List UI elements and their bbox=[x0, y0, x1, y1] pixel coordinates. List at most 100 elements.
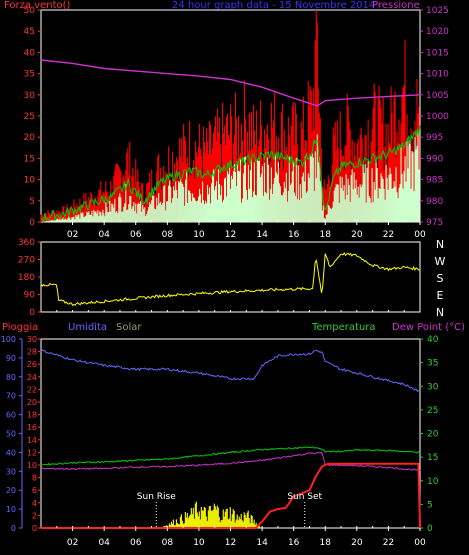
y-temp-tick-label: 40 bbox=[427, 335, 439, 345]
y-temp-tick-label: 15 bbox=[427, 453, 438, 463]
y-right-tick-label: 1000 bbox=[426, 112, 449, 122]
y-rain-tick-label: 24 bbox=[27, 373, 37, 382]
x-tick-label: 16 bbox=[288, 538, 300, 548]
y-left-tick-label: 40 bbox=[24, 48, 36, 58]
x-tick-label: 14 bbox=[256, 538, 268, 548]
x-tick-label: 00 bbox=[414, 538, 426, 548]
y-humidity-tick-label: 0 bbox=[11, 524, 16, 533]
y-right-tick-label: 985 bbox=[426, 176, 443, 186]
y-humidity-tick-label: 50 bbox=[6, 430, 16, 439]
y-humidity-tick-label: 90 bbox=[6, 354, 16, 363]
y-left-tick-label: 35 bbox=[24, 70, 35, 80]
y-temp-tick-label: 5 bbox=[427, 500, 433, 510]
annotation-label: Sun Set bbox=[287, 492, 322, 502]
x-tick-label: 20 bbox=[351, 538, 363, 548]
y-rain-tick-label: 30 bbox=[27, 335, 37, 344]
y-rain-tick-label: 22 bbox=[27, 385, 37, 394]
y-left-tick-label: 360 bbox=[18, 238, 35, 248]
y-temp-tick-label: 30 bbox=[427, 382, 439, 392]
y-rain-tick-label: 16 bbox=[27, 423, 37, 432]
y-right-tick-label: 995 bbox=[426, 133, 443, 143]
y-left-tick-label: 0 bbox=[29, 218, 35, 228]
y-temp-tick-label: 35 bbox=[427, 359, 438, 369]
y-right-tick-label: 980 bbox=[426, 197, 443, 207]
compass-label: W bbox=[435, 255, 446, 268]
x-tick-label: 18 bbox=[320, 538, 332, 548]
x-tick-label: 18 bbox=[320, 230, 332, 240]
y-rain-tick-label: 28 bbox=[27, 348, 37, 357]
compass-label: N bbox=[436, 238, 444, 251]
y-temp-tick-label: 0 bbox=[427, 524, 433, 534]
x-tick-label: 10 bbox=[193, 230, 205, 240]
x-tick-label: 12 bbox=[225, 230, 236, 240]
y-right-tick-label: 1005 bbox=[426, 91, 449, 101]
x-tick-label: 02 bbox=[67, 538, 78, 548]
chart-header-center-title: 24 hour graph data - 15 Novembre 2014 bbox=[172, 0, 376, 11]
y-rain-tick-label: 18 bbox=[27, 411, 37, 420]
section2-label-temperatura: Temperatura bbox=[312, 322, 376, 333]
x-tick-label: 00 bbox=[414, 230, 426, 240]
chart-header-right-title: Pressione bbox=[372, 0, 420, 11]
y-temp-tick-label: 25 bbox=[427, 406, 438, 416]
x-tick-label: 04 bbox=[98, 538, 110, 548]
x-tick-label: 08 bbox=[162, 230, 174, 240]
y-right-tick-label: 1010 bbox=[426, 70, 449, 80]
y-left-tick-label: 50 bbox=[24, 6, 36, 16]
y-right-tick-label: 1015 bbox=[426, 48, 449, 58]
annotation-label: Sun Rise bbox=[137, 492, 176, 502]
y-humidity-tick-label: 40 bbox=[6, 448, 16, 457]
y-humidity-tick-label: 30 bbox=[6, 467, 16, 476]
y-humidity-tick-label: 100 bbox=[1, 335, 16, 344]
x-tick-label: 02 bbox=[67, 230, 78, 240]
x-tick-label: 12 bbox=[225, 538, 236, 548]
y-rain-tick-label: 6 bbox=[32, 486, 37, 495]
compass-label: S bbox=[437, 272, 444, 285]
dewpoint-line bbox=[41, 451, 421, 472]
y-temp-tick-label: 20 bbox=[427, 430, 439, 440]
y-humidity-tick-label: 20 bbox=[6, 486, 16, 495]
section2-label-solar: Solar bbox=[116, 322, 142, 333]
y-left-tick-label: 90 bbox=[24, 291, 36, 301]
compass-label: N bbox=[436, 306, 444, 319]
y-rain-tick-label: 2 bbox=[32, 511, 37, 520]
y-left-tick-label: 10 bbox=[24, 176, 36, 186]
x-tick-label: 22 bbox=[383, 538, 394, 548]
y-left-tick-label: 5 bbox=[29, 197, 35, 207]
y-rain-tick-label: 8 bbox=[32, 474, 37, 483]
y-humidity-tick-label: 70 bbox=[6, 392, 16, 401]
y-rain-tick-label: 0 bbox=[32, 524, 37, 533]
x-tick-label: 10 bbox=[193, 538, 205, 548]
x-tick-label: 20 bbox=[351, 230, 363, 240]
y-left-tick-label: 270 bbox=[18, 256, 35, 266]
y-humidity-tick-label: 60 bbox=[6, 411, 16, 420]
x-tick-label: 06 bbox=[130, 230, 142, 240]
x-tick-label: 22 bbox=[383, 230, 394, 240]
pressure-line bbox=[40, 59, 421, 107]
panel3-frame bbox=[40, 338, 421, 529]
y-right-tick-label: 975 bbox=[426, 218, 443, 228]
wind-average-line bbox=[40, 125, 421, 223]
y-humidity-tick-label: 10 bbox=[6, 505, 16, 514]
humidity-line bbox=[40, 349, 421, 393]
section2-label-dewpoint: Dew Point (°C) bbox=[392, 322, 466, 333]
solar-bars bbox=[159, 501, 262, 528]
y-right-tick-label: 1025 bbox=[426, 6, 449, 16]
x-tick-label: 04 bbox=[98, 230, 110, 240]
y-right-tick-label: 1020 bbox=[426, 27, 449, 37]
x-tick-label: 16 bbox=[288, 230, 300, 240]
section2-label-umidita: Umidita bbox=[68, 322, 108, 333]
rain-line bbox=[41, 462, 421, 529]
y-left-tick-label: 180 bbox=[18, 273, 35, 283]
y-rain-tick-label: 14 bbox=[27, 436, 37, 445]
x-tick-label: 06 bbox=[130, 538, 142, 548]
y-rain-tick-label: 26 bbox=[27, 360, 37, 369]
wind-direction-line bbox=[40, 252, 420, 306]
x-tick-label: 14 bbox=[256, 230, 268, 240]
chart-header-left-title: Forza vento() bbox=[4, 0, 71, 11]
y-left-tick-label: 15 bbox=[24, 154, 35, 164]
y-rain-tick-label: 4 bbox=[32, 499, 37, 508]
y-temp-tick-label: 10 bbox=[427, 477, 439, 487]
y-rain-tick-label: 10 bbox=[27, 461, 37, 470]
y-left-tick-label: 20 bbox=[24, 133, 36, 143]
